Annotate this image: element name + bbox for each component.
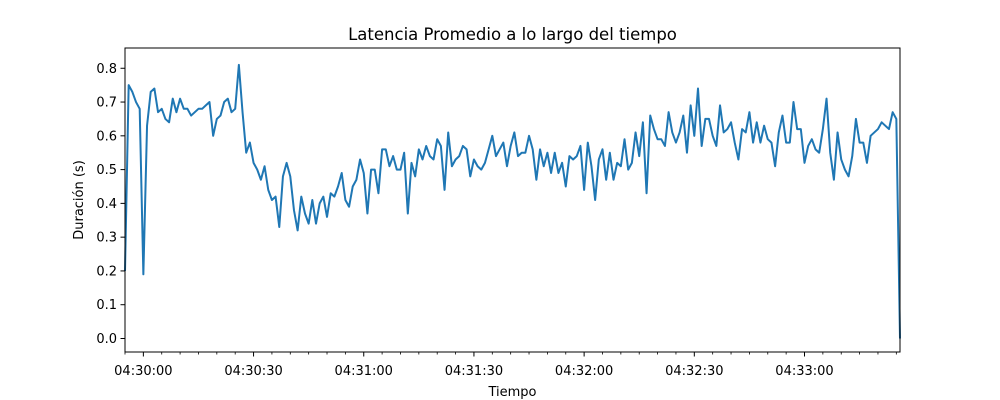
y-axis-ticks: 0.0 0.1 0.2 0.3 0.4 0.5 0.6 0.7 0.8 [96,62,125,347]
x-tick-label: 04:30:30 [224,364,282,379]
y-tick-label: 0.0 [96,332,117,347]
y-tick-label: 0.8 [96,62,117,77]
y-tick-label: 0.5 [96,163,117,178]
x-tick-label: 04:32:00 [555,364,613,379]
plot-area [125,48,900,352]
y-tick-label: 0.4 [96,197,117,212]
plot-background [125,48,900,352]
x-axis-ticks: 04:30:00 04:30:30 04:31:00 04:31:30 04:32:00… [114,352,897,379]
x-tick-label: 04:32:30 [665,364,723,379]
x-tick-label: 04:31:30 [445,364,503,379]
y-axis-title: Duración (s) [72,160,87,240]
y-tick-label: 0.2 [96,264,117,279]
latency-series-line [124,63,901,339]
y-tick-label: 0.6 [96,129,117,144]
y-tick-label: 0.7 [96,96,117,111]
x-tick-label: 04:31:00 [335,364,393,379]
y-tick-label: 0.3 [96,231,117,246]
x-tick-label: 04:30:00 [114,364,172,379]
plot-frame [124,47,901,353]
y-tick-label: 0.1 [96,298,117,313]
x-tick-label: 04:33:00 [775,364,833,379]
chart-title: Latencia Promedio a lo largo del tiempo [348,25,677,44]
x-axis-title: Tiempo [487,385,536,400]
